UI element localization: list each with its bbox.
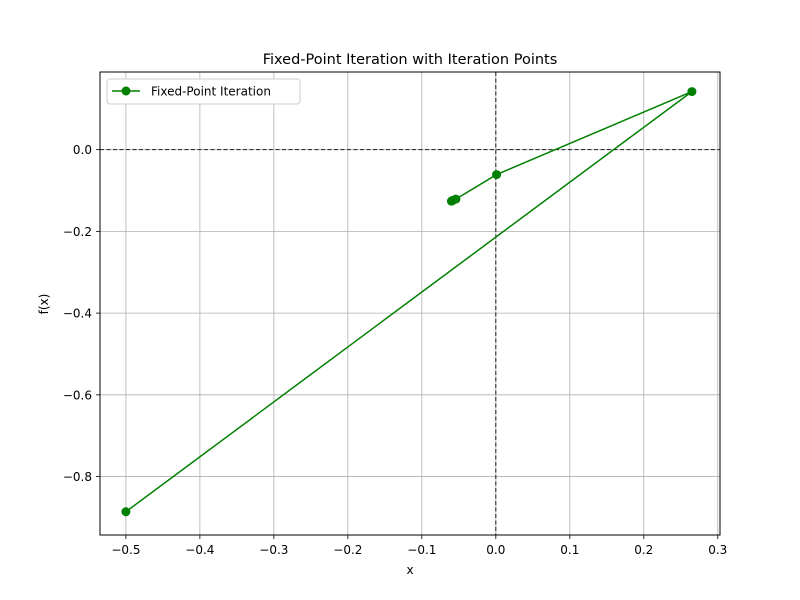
x-tick-label: −0.4 <box>185 543 214 557</box>
x-tick-label: 0.2 <box>634 543 653 557</box>
y-tick-label: −0.8 <box>63 470 92 484</box>
x-axis-label: x <box>406 563 413 577</box>
y-tick-label: 0.0 <box>73 143 92 157</box>
series-layer <box>121 87 697 517</box>
legend-box <box>106 78 301 105</box>
y-tick-label: −0.6 <box>63 388 92 402</box>
data-point <box>492 170 502 180</box>
x-tick-label: 0.0 <box>486 543 505 557</box>
data-point <box>446 196 456 206</box>
y-tick-label: −0.4 <box>63 307 92 321</box>
plot-frame <box>99 71 721 536</box>
legend-label: Fixed-Point Iteration <box>151 85 271 99</box>
legend-marker-swatch <box>121 86 131 96</box>
chart-title: Fixed-Point Iteration with Iteration Poi… <box>263 52 558 68</box>
x-tick-label: 0.1 <box>560 543 579 557</box>
x-tick-label: −0.3 <box>259 543 288 557</box>
x-tick-label: −0.5 <box>111 543 140 557</box>
data-point <box>121 507 131 517</box>
y-axis-ticks: −0.8 −0.6 −0.4 −0.2 0.0 <box>63 143 100 484</box>
legend: Fixed-Point Iteration <box>106 78 301 105</box>
data-point <box>687 87 697 97</box>
reference-lines <box>100 72 720 535</box>
y-axis-label: f(x) <box>37 294 51 315</box>
y-tick-label: −0.2 <box>63 225 92 239</box>
x-axis-ticks: −0.5 −0.4 −0.3 −0.2 −0.1 0.0 0.1 0.2 0.3 <box>111 535 727 557</box>
series-line <box>125 90 693 513</box>
x-tick-label: 0.3 <box>708 543 727 557</box>
grid-lines <box>100 72 720 535</box>
x-tick-label: −0.1 <box>407 543 436 557</box>
x-tick-label: −0.2 <box>333 543 362 557</box>
